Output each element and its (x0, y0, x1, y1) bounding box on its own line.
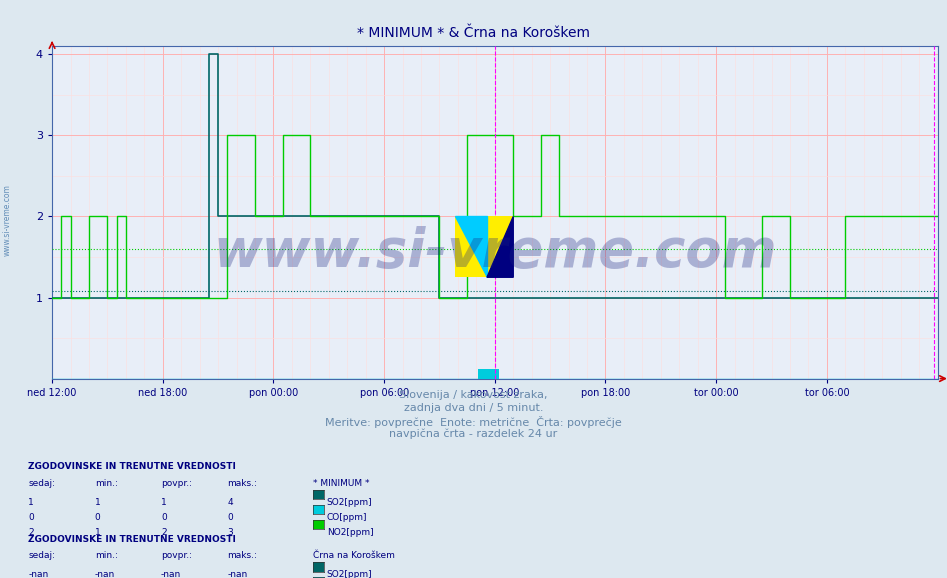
Text: maks.:: maks.: (227, 551, 258, 560)
Bar (455, 217, 513, 277)
Text: ZGODOVINSKE IN TRENUTNE VREDNOSTI: ZGODOVINSKE IN TRENUTNE VREDNOSTI (28, 535, 237, 544)
Text: povpr.:: povpr.: (161, 479, 192, 488)
Text: -nan: -nan (227, 570, 247, 578)
Text: 1: 1 (161, 498, 167, 507)
Text: zadnja dva dni / 5 minut.: zadnja dva dni / 5 minut. (403, 403, 544, 413)
Polygon shape (455, 217, 487, 277)
Text: 1: 1 (95, 498, 100, 507)
Text: CO[ppm]: CO[ppm] (327, 513, 367, 522)
Text: -nan: -nan (95, 570, 115, 578)
Text: 2: 2 (161, 528, 167, 537)
Text: sedaj:: sedaj: (28, 479, 56, 488)
Text: Črna na Koroškem: Črna na Koroškem (313, 551, 394, 560)
Text: 1: 1 (95, 528, 100, 537)
Text: Meritve: povprečne  Enote: metrične  Črta: povprečje: Meritve: povprečne Enote: metrične Črta:… (325, 416, 622, 428)
Text: * MINIMUM * & Črna na Koroškem: * MINIMUM * & Črna na Koroškem (357, 26, 590, 40)
Bar (478, 369, 499, 379)
Text: povpr.:: povpr.: (161, 551, 192, 560)
Polygon shape (487, 217, 513, 277)
Text: min.:: min.: (95, 551, 117, 560)
Text: 0: 0 (227, 513, 233, 522)
Text: 0: 0 (161, 513, 167, 522)
Text: navpična črta - razdelek 24 ur: navpična črta - razdelek 24 ur (389, 428, 558, 439)
Text: -nan: -nan (161, 570, 181, 578)
Text: -nan: -nan (28, 570, 48, 578)
Text: www.si-vreme.com: www.si-vreme.com (213, 227, 777, 278)
Text: Slovenija / kakovost zraka,: Slovenija / kakovost zraka, (400, 390, 547, 400)
Text: 4: 4 (227, 498, 233, 507)
Text: min.:: min.: (95, 479, 117, 488)
Text: 0: 0 (95, 513, 100, 522)
Text: maks.:: maks.: (227, 479, 258, 488)
Text: www.si-vreme.com: www.si-vreme.com (3, 184, 12, 255)
Text: SO2[ppm]: SO2[ppm] (327, 498, 372, 507)
Text: SO2[ppm]: SO2[ppm] (327, 570, 372, 578)
Text: sedaj:: sedaj: (28, 551, 56, 560)
Text: 2: 2 (28, 528, 34, 537)
Text: NO2[ppm]: NO2[ppm] (327, 528, 373, 537)
Text: 0: 0 (28, 513, 34, 522)
Text: 3: 3 (227, 528, 233, 537)
Text: * MINIMUM *: * MINIMUM * (313, 479, 369, 488)
Text: ZGODOVINSKE IN TRENUTNE VREDNOSTI: ZGODOVINSKE IN TRENUTNE VREDNOSTI (28, 462, 237, 472)
Text: 1: 1 (28, 498, 34, 507)
